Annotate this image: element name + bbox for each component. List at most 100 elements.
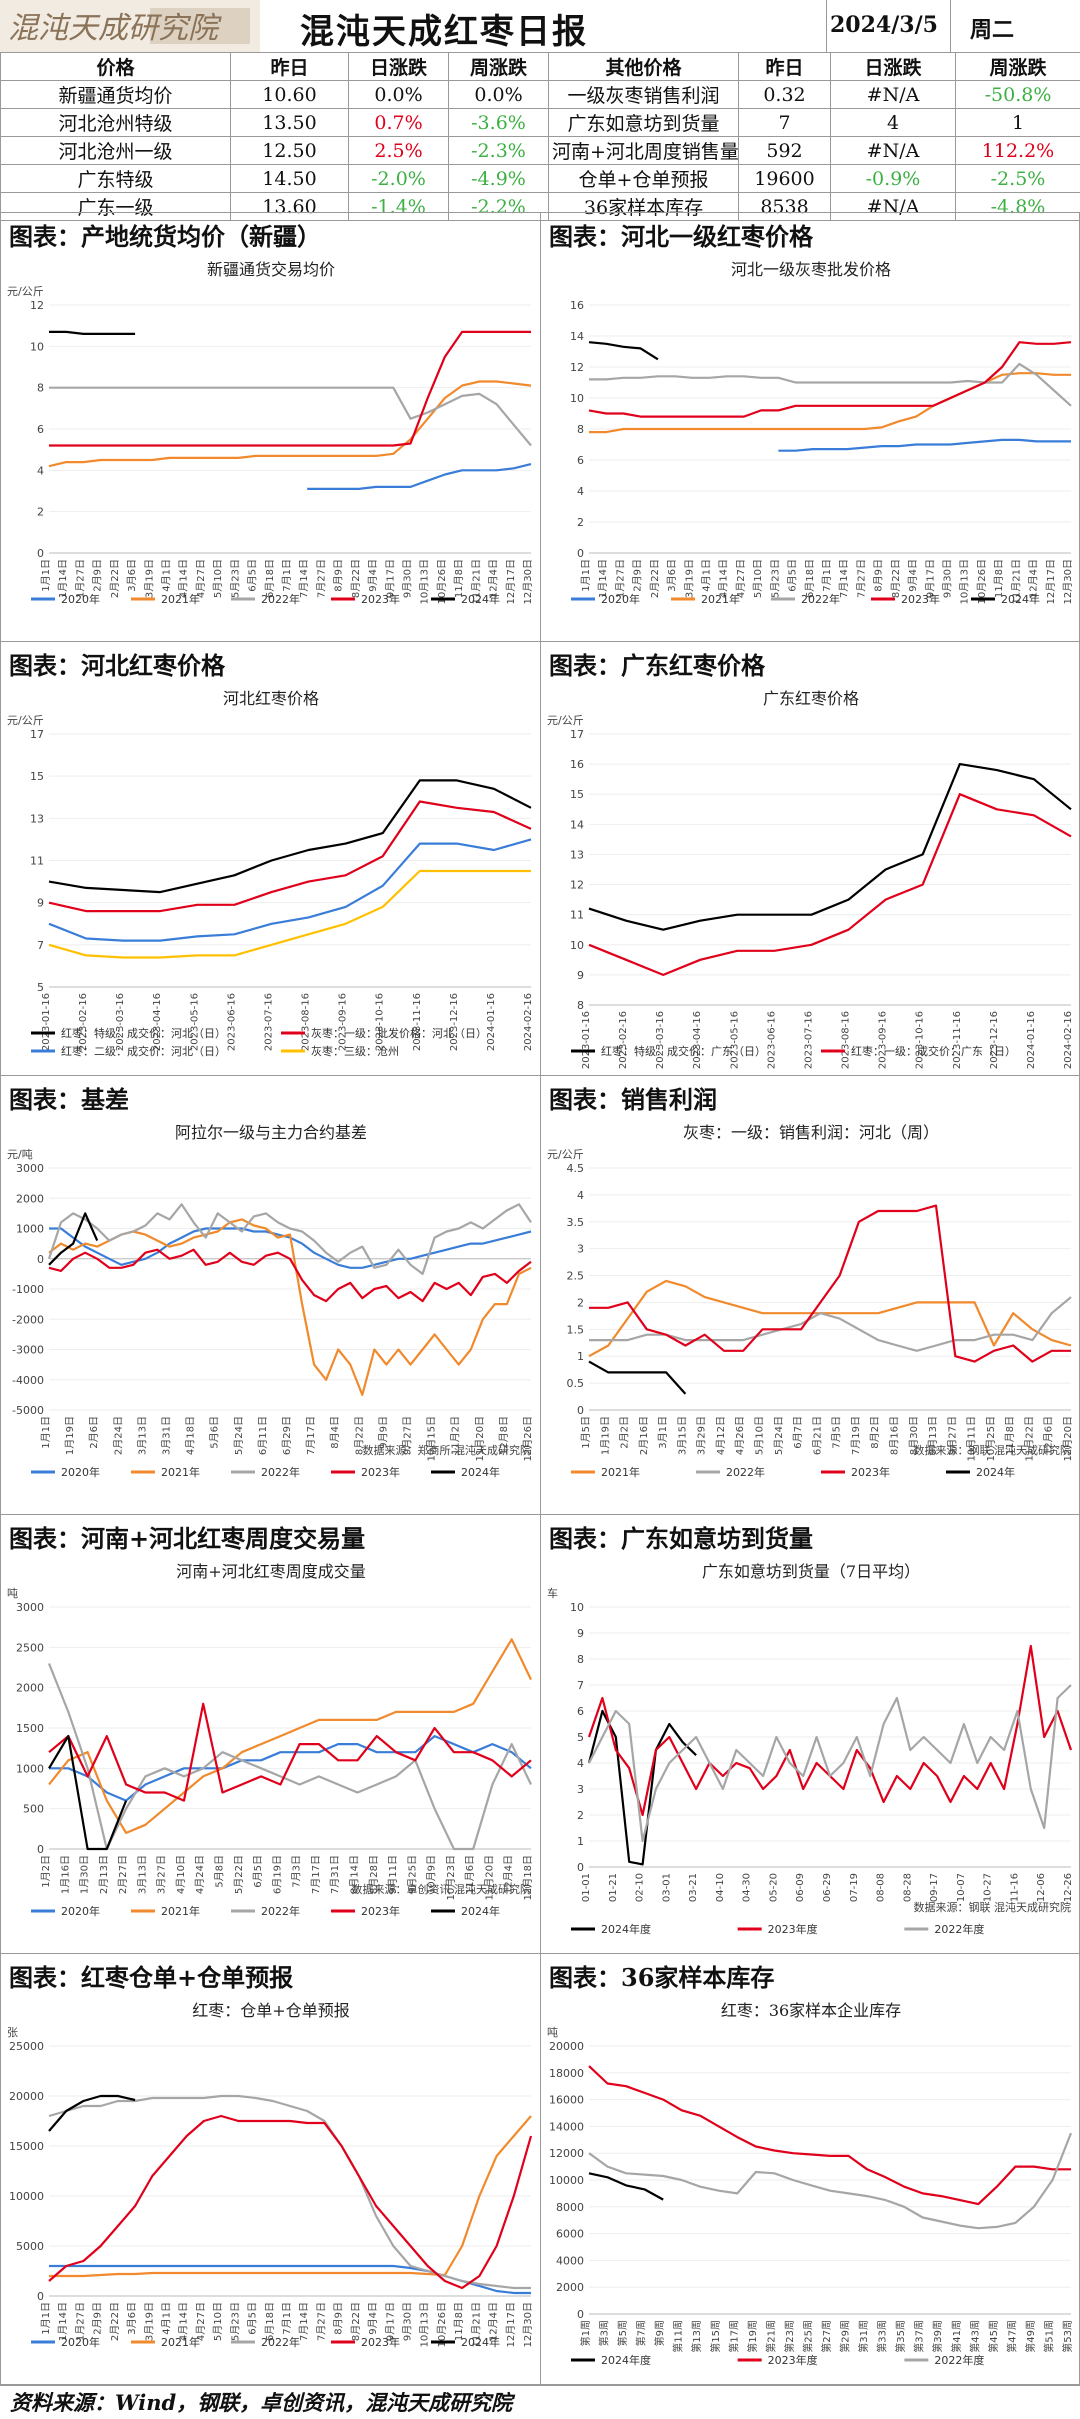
y-tick-label: 14 [570,818,584,831]
y-tick-label: 1 [577,1350,584,1363]
chart-title: 河南+河北红枣周度成交量 [176,1562,365,1581]
y-tick-label: 6000 [556,2228,584,2241]
y-tick-label: 4.5 [567,1162,585,1175]
x-tick-label: 12月17日 [505,2302,517,2347]
x-tick-label: 1月1日 [40,2302,52,2335]
x-tick-label: 7月3日 [291,1855,303,1888]
series-line [307,464,531,489]
chart-title: 河北一级灰枣批发价格 [731,260,891,279]
column-header: 其他价格 [549,53,739,81]
chart-title: 广东红枣价格 [763,689,859,708]
column-header: 日涨跌 [831,53,956,81]
x-tick-label: 5月22日 [233,1855,245,1894]
x-tick-label: 第33周 [876,2320,889,2353]
x-tick-label: 第27周 [820,2320,833,2353]
legend-label: 2021年 [601,1465,640,1479]
chart-title: 红枣：仓单+仓单预报 [192,2001,349,2020]
legend-label: 2024年 [461,1904,500,1918]
column-header: 价格 [1,53,231,81]
y-tick-label: 3.5 [567,1216,585,1229]
x-tick-label: 2月6日 [88,1416,100,1449]
legend-label: 灰枣：一级：批发价格：河北（日） [311,1026,487,1040]
y-tick-label: 12000 [549,2147,584,2160]
x-tick-label: 07-19 [849,1873,860,1902]
y-tick-label: 10 [30,340,44,353]
y-tick-label: 14000 [549,2120,584,2133]
x-tick-label: 3月1日 [657,1416,669,1449]
x-tick-label: 7月19日 [850,1416,862,1455]
x-tick-label: 第23周 [783,2320,796,2353]
x-tick-label: 9月4日 [367,2302,379,2335]
y-tick-label: 4 [577,1757,584,1770]
chart-title: 灰枣：一级：销售利润：河北（周） [683,1123,939,1142]
table-cell: 广东如意坊到货量 [549,109,739,137]
x-tick-label: 第21周 [764,2320,777,2353]
x-tick-label: 第25周 [801,2320,814,2353]
y-axis-label: 车 [547,1586,558,1600]
y-tick-label: 1.5 [567,1323,585,1336]
table-cell: 4 [831,109,956,137]
legend-label: 2023年 [361,592,400,606]
x-tick-label: 第5周 [616,2320,629,2346]
y-tick-label: 1000 [16,1223,44,1236]
x-tick-label: 4月1日 [161,559,173,592]
x-tick-label: 8月2日 [869,1416,881,1449]
x-tick-label: 2023-11-16 [952,1011,963,1069]
x-tick-label: 2023-08-16 [841,1011,852,1069]
chart-title: 红枣：36家样本企业库存 [721,2001,901,2020]
legend-label: 2021年 [161,2335,200,2349]
x-tick-label: 4月18日 [185,1416,197,1455]
x-tick-label: 2023-09-16 [878,1011,889,1069]
legend-label: 灰枣：三级：沧州 [311,1044,399,1058]
x-tick-label: 4月1日 [701,559,713,592]
table-cell: -3.6% [449,109,549,137]
x-tick-label: 3月15日 [676,1416,688,1455]
company-logo: 混沌天成研究院 [0,0,260,52]
x-tick-label: 5月10日 [212,2302,224,2341]
series-line [49,382,531,467]
x-tick-label: 7月17日 [305,1416,317,1455]
source-footer: 资料来源：Wind，钢联，卓创资讯，混沌天成研究院 [0,2385,1080,2419]
y-tick-label: 8 [37,382,44,395]
y-tick-label: 10 [570,392,584,405]
x-tick-label: 9月4日 [907,559,919,592]
x-tick-label: 7月14日 [838,559,850,598]
x-tick-label: 7月5日 [831,1416,843,1449]
x-tick-label: 2023-07-16 [263,993,274,1051]
table-cell: 7 [739,109,831,137]
source-note: 数据来源：卓创资讯 混沌天成研究院 [352,1882,532,1896]
section-heading: 图表：销售利润 [549,1080,717,1115]
y-tick-label: 8 [577,999,584,1012]
x-tick-label: 3月19日 [143,2302,155,2341]
x-tick-label: 2月22日 [649,559,661,598]
x-tick-label: 03-21 [688,1873,699,1902]
y-tick-label: 0 [37,2290,44,2303]
table-cell: 0.0% [449,81,549,109]
x-tick-label: 7月14日 [298,559,310,598]
y-tick-label: 10000 [9,2190,44,2203]
table-cell: -0.9% [831,165,956,193]
x-tick-label: 第17周 [727,2320,740,2353]
legend-label: 2022年 [261,2335,300,2349]
legend-label: 2022年 [261,1465,300,1479]
y-tick-label: 2 [577,516,584,529]
x-tick-label: 2023-03-16 [115,993,126,1051]
x-tick-label: 第45周 [987,2320,1000,2353]
x-tick-label: 04-30 [742,1873,753,1902]
x-tick-label: 3月27日 [156,1855,168,1894]
x-tick-label: 12月17日 [1045,559,1057,604]
chart-svg: 红枣：仓单+仓单预报张05000100001500020000250001月1日… [1,1994,541,2384]
y-tick-label: 0 [577,547,584,560]
x-tick-label: 6月7日 [792,1416,804,1449]
legend-label: 2020年 [61,592,100,606]
x-tick-label: 2024-02-16 [523,993,534,1051]
x-tick-label: 2024-01-16 [486,993,497,1051]
x-tick-label: 08-08 [876,1873,887,1902]
